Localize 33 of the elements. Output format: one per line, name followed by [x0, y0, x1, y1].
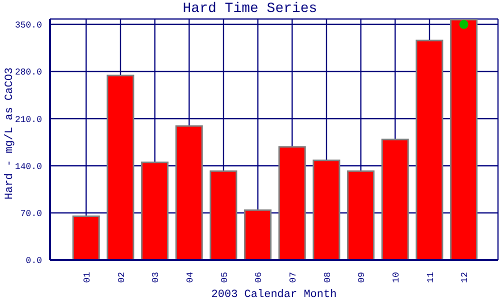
bar [381, 138, 409, 260]
bar [312, 160, 340, 260]
x-tick-label: 05 [220, 272, 230, 283]
bar [450, 19, 478, 260]
y-tick-label: 70.0 [20, 209, 42, 220]
bar [278, 146, 306, 260]
x-axis-title: 2003 Calendar Month [211, 289, 337, 300]
x-tick-label: 12 [460, 272, 470, 283]
bar [106, 74, 134, 260]
bar [347, 170, 375, 260]
y-tick-label: 210.0 [14, 114, 42, 125]
bar [416, 40, 444, 260]
y-axis-title: Hard - mg/L as CaCO3 [4, 67, 16, 200]
y-tick-label: 140.0 [14, 162, 42, 172]
bar [141, 162, 169, 260]
x-tick-label: 07 [288, 272, 299, 283]
bar [175, 125, 203, 260]
bar [244, 209, 272, 260]
x-tick-label: 06 [254, 272, 264, 283]
y-tick-label: 350.0 [14, 20, 42, 31]
y-tick-label: 280.0 [14, 68, 42, 78]
x-tick-label: 09 [357, 272, 368, 283]
x-tick-label: 10 [392, 272, 402, 283]
x-tick-label: 11 [426, 272, 436, 283]
y-tick-label: 0.0 [26, 256, 42, 266]
x-tick-label: 01 [82, 272, 93, 283]
x-tick-label: 02 [116, 272, 127, 283]
x-tick-label: 08 [322, 272, 333, 283]
bar [72, 215, 100, 260]
bar [210, 170, 238, 260]
x-tick-label: 03 [151, 272, 162, 283]
x-tick-label: 04 [186, 272, 196, 283]
chart-title: Hard Time Series [182, 1, 318, 17]
